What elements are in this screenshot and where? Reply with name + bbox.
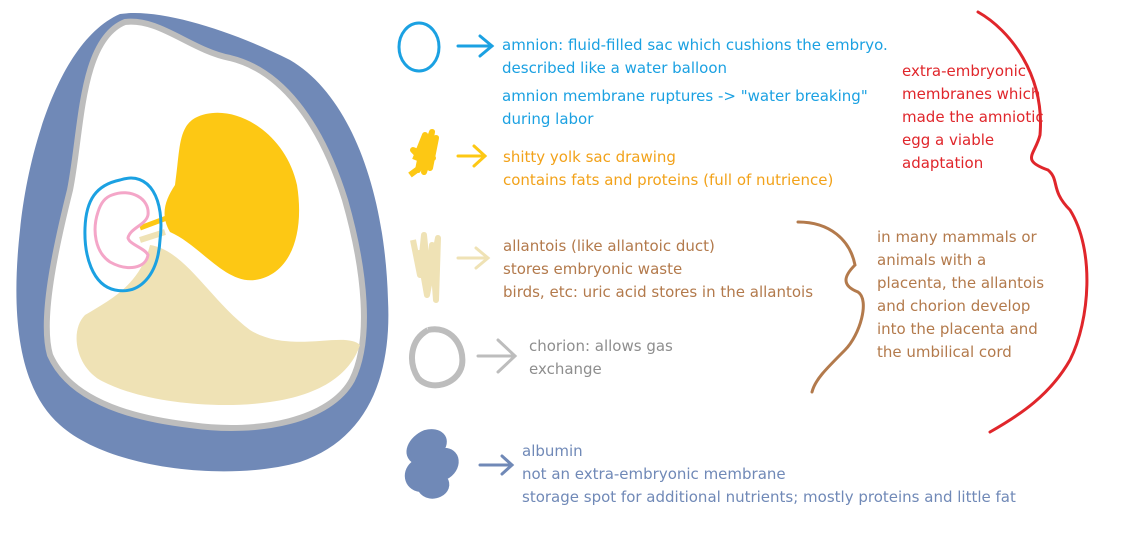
yolk-line-2: contains fats and proteins (full of nutr… — [503, 169, 833, 192]
yolk-label: shitty yolk sac drawing contains fats an… — [503, 146, 833, 192]
extra-embryonic-label: extra-embryonic membranes which made the… — [902, 60, 1044, 175]
placenta-line-5: into the placenta and — [877, 318, 1044, 341]
allantois-label: allantois (like allantoic duct) stores e… — [503, 235, 813, 304]
amnion-legend-circle — [399, 23, 439, 71]
placenta-line-1: in many mammals or — [877, 226, 1044, 249]
allantois-legend-scribble — [413, 235, 438, 300]
extra-embryonic-line-1: extra-embryonic — [902, 60, 1044, 83]
chorion-line-1: chorion: allows gas — [529, 335, 673, 358]
yolk-arrow-icon — [458, 146, 485, 166]
extra-embryonic-line-5: adaptation — [902, 152, 1044, 175]
placenta-line-4: and chorion develop — [877, 295, 1044, 318]
extra-embryonic-line-2: membranes which — [902, 83, 1044, 106]
yolk-legend-scribble — [410, 132, 436, 175]
placenta-line-2: animals with a — [877, 249, 1044, 272]
extra-embryonic-line-3: made the amniotic — [902, 106, 1044, 129]
amnion-line-3: amnion membrane ruptures -> "water break… — [502, 85, 888, 108]
chorion-label: chorion: allows gas exchange — [529, 335, 673, 381]
chorion-arrow-icon — [478, 340, 515, 372]
albumin-line-2: not an extra-embryonic membrane — [522, 463, 1016, 486]
chorion-line-2: exchange — [529, 358, 673, 381]
placenta-line-3: placenta, the allantois — [877, 272, 1044, 295]
albumin-line-3: storage spot for additional nutrients; m… — [522, 486, 1016, 509]
yolk-line-1: shitty yolk sac drawing — [503, 146, 833, 169]
placenta-label: in many mammals or animals with a placen… — [877, 226, 1044, 364]
albumin-legend-scribble — [407, 431, 457, 497]
amnion-label: amnion: fluid-filled sac which cushions … — [502, 34, 888, 131]
albumin-line-1: albumin — [522, 440, 1016, 463]
albumin-label: albumin not an extra-embryonic membrane … — [522, 440, 1016, 509]
amnion-arrow-icon — [458, 36, 492, 56]
placenta-line-6: the umbilical cord — [877, 341, 1044, 364]
amnion-line-1: amnion: fluid-filled sac which cushions … — [502, 34, 888, 57]
chorion-legend-ring — [412, 329, 462, 385]
albumin-arrow-icon — [480, 456, 512, 474]
allantois-arrow-icon — [458, 248, 488, 268]
extra-embryonic-line-4: egg a viable — [902, 129, 1044, 152]
allantois-line-3: birds, etc: uric acid stores in the alla… — [503, 281, 813, 304]
allantois-line-1: allantois (like allantoic duct) — [503, 235, 813, 258]
amnion-line-4: during labor — [502, 108, 888, 131]
allantois-line-2: stores embryonic waste — [503, 258, 813, 281]
amnion-line-2: described like a water balloon — [502, 57, 888, 80]
